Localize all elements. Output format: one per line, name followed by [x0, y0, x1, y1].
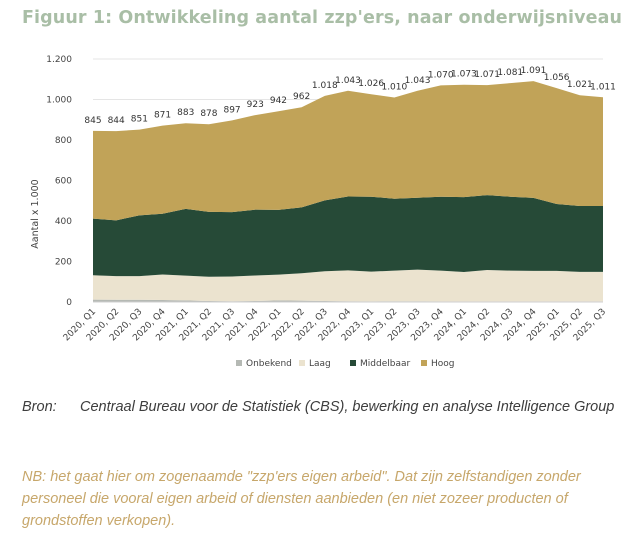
- legend-swatch-laag: [299, 360, 305, 366]
- total-label: 883: [177, 108, 194, 118]
- legend-label-hoog: Hoog: [431, 359, 455, 369]
- total-label: 1.043: [335, 76, 361, 86]
- total-label: 844: [108, 116, 125, 126]
- total-label: 923: [247, 100, 264, 110]
- y-tick-label: 600: [55, 177, 72, 187]
- total-label: 1.070: [428, 70, 454, 80]
- legend-swatch-middelbaar: [350, 360, 356, 366]
- y-tick-label: 0: [66, 298, 72, 308]
- total-label: 1.043: [405, 76, 431, 86]
- chart-legend: Onbekend Laag Middelbaar Hoog: [236, 359, 455, 369]
- source-text: Centraal Bureau voor de Statistiek (CBS)…: [80, 399, 615, 415]
- legend-swatch-onbekend: [236, 360, 242, 366]
- total-label: 1.026: [358, 79, 384, 89]
- figure-title: Figuur 1: Ontwikkeling aantal zzp'ers, n…: [22, 8, 623, 28]
- note-text: NB: het gaat hier om zogenaamde "zzp'ers…: [22, 469, 581, 529]
- area-middelbaar: [93, 195, 603, 277]
- y-tick-label: 1.000: [46, 96, 72, 106]
- legend-label-middelbaar: Middelbaar: [360, 359, 410, 369]
- area-laag: [93, 269, 603, 302]
- total-label: 871: [154, 111, 171, 121]
- total-label: 1.021: [567, 80, 593, 90]
- area-hoog: [93, 81, 603, 221]
- legend-label-onbekend: Onbekend: [246, 359, 292, 369]
- y-axis-label: Aantal x 1.000: [30, 179, 41, 248]
- source-label: Bron:: [22, 399, 57, 415]
- total-label: 1.071: [474, 70, 500, 80]
- series-areas: [93, 81, 603, 302]
- total-label: 1.091: [521, 66, 547, 76]
- total-label: 845: [84, 116, 101, 126]
- total-label: 1.010: [381, 82, 407, 92]
- y-tick-label: 1.200: [46, 55, 72, 65]
- total-label: 1.073: [451, 70, 477, 80]
- legend-label-laag: Laag: [309, 359, 331, 369]
- legend-swatch-hoog: [421, 360, 427, 366]
- total-label: 851: [131, 115, 148, 125]
- total-label: 878: [200, 109, 217, 119]
- y-tick-label: 800: [55, 136, 72, 146]
- total-label: 1.018: [312, 81, 338, 91]
- total-label: 962: [293, 92, 310, 102]
- total-label: 897: [223, 105, 240, 115]
- total-label: 942: [270, 96, 287, 106]
- y-tick-label: 200: [55, 258, 72, 268]
- total-label: 1.081: [497, 68, 523, 78]
- y-tick-labels: 0 200 400 600 800 1.000 1.200: [46, 55, 72, 308]
- total-label: 1.011: [590, 82, 616, 92]
- y-tick-label: 400: [55, 217, 72, 227]
- total-label: 1.056: [544, 73, 570, 83]
- area-onbekend: [93, 299, 603, 302]
